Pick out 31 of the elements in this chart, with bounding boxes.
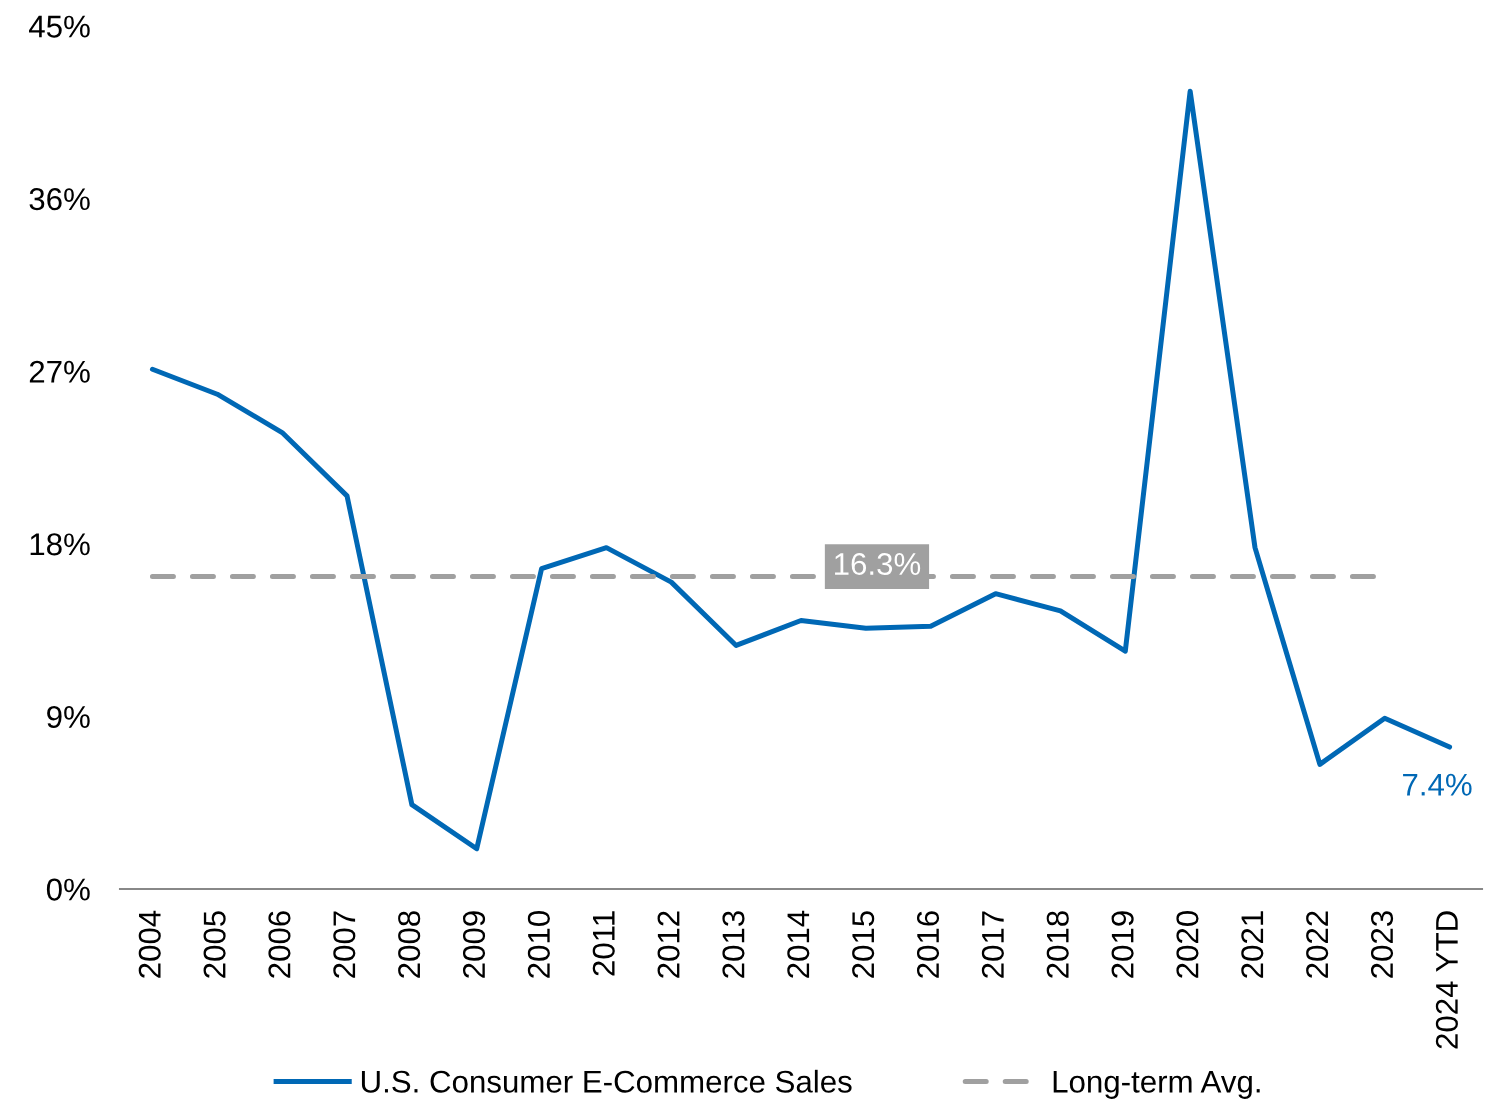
y-tick-label: 0% <box>46 878 90 901</box>
x-tick-label: 2007 <box>333 911 356 978</box>
data-label: 7.4% <box>1403 773 1472 796</box>
x-tick-label: 2021 <box>1241 911 1264 978</box>
x-tick-label: 2014 <box>787 910 810 978</box>
x-tick-label: 2015 <box>852 911 875 978</box>
x-tick-label: 2004 <box>138 910 161 978</box>
data-label: 16.3% <box>835 552 921 576</box>
y-tick-label: 36% <box>29 188 90 211</box>
y-tick-label: 9% <box>47 705 90 729</box>
x-tick-label: 2012 <box>657 911 680 978</box>
x-tick-label: 2016 <box>916 911 940 978</box>
x-tick-label: 2022 <box>1306 911 1329 978</box>
legend-label: U.S. Consumer E-Commerce Sales <box>361 1069 852 1093</box>
x-tick-label: 2009 <box>462 911 486 978</box>
y-tick-label: 18% <box>30 533 90 556</box>
x-tick-label: 2023 <box>1370 911 1394 978</box>
x-tick-label: 2010 <box>527 911 550 978</box>
x-tick-label: 2024 YTD <box>1435 911 1458 1049</box>
x-tick-label: 2006 <box>268 911 291 978</box>
y-tick-label: 27% <box>29 360 90 383</box>
x-tick-label: 2017 <box>981 911 1004 978</box>
x-tick-label: 2020 <box>1176 911 1199 978</box>
y-tick-label: 45% <box>29 15 90 38</box>
x-tick-label: 2013 <box>722 911 745 978</box>
x-tick-label: 2011 <box>592 911 615 976</box>
x-tick-label: 2008 <box>398 911 421 978</box>
x-tick-label: 2005 <box>203 911 226 978</box>
legend-label: Long-term Avg. <box>1053 1070 1260 1099</box>
x-tick-label: 2018 <box>1046 911 1069 978</box>
x-tick-label: 2019 <box>1111 911 1134 978</box>
